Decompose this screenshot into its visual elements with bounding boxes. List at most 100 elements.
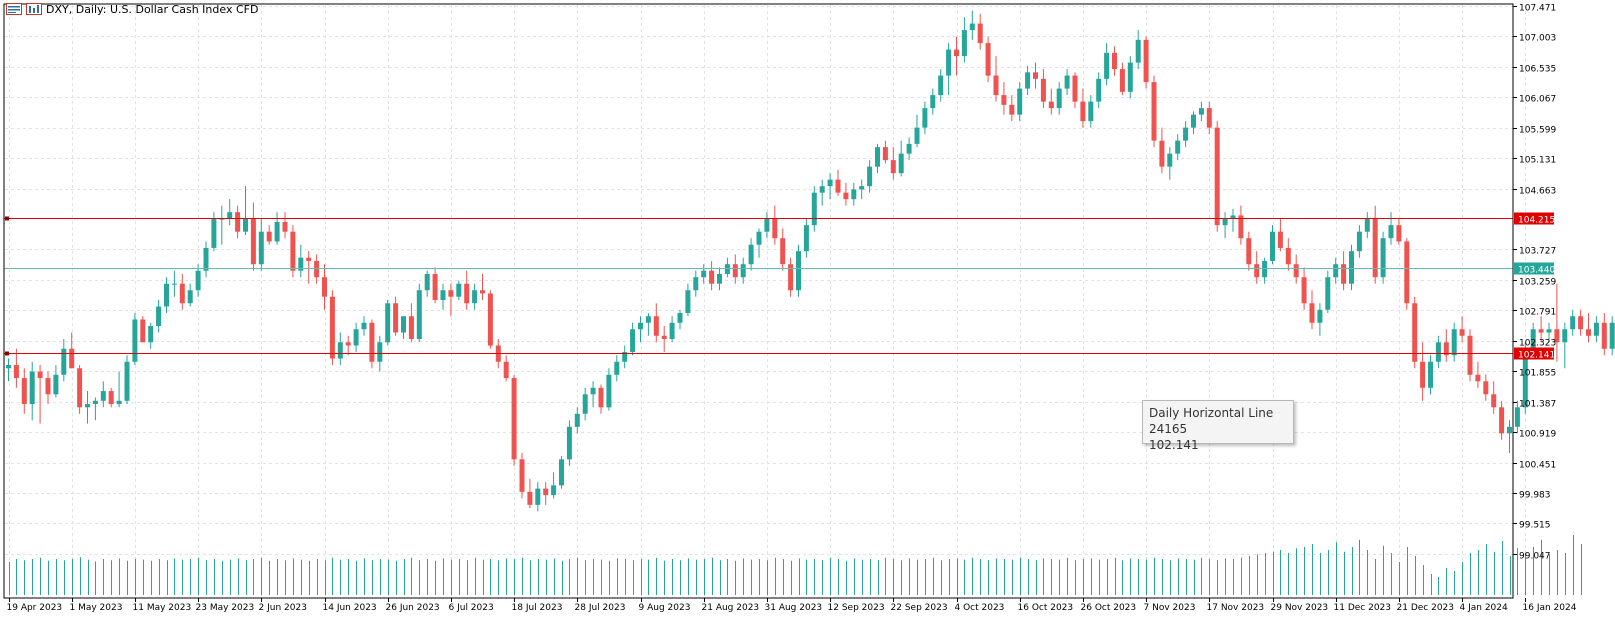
candle-body [140,319,146,343]
candle-body [701,270,707,278]
candle-body [393,303,399,333]
candle-body [116,400,122,405]
x-tick-label: 19 Apr 2023 [7,603,63,613]
bars-icon[interactable] [26,3,42,15]
candle-body [416,290,422,340]
candle-body [1072,75,1078,102]
candle-body [219,218,225,220]
candle-body [796,251,801,291]
candle-body [1341,264,1347,284]
candle-body [756,231,762,245]
candle-body [61,348,67,375]
x-tick-label: 4 Oct 2023 [955,603,1005,613]
candle-body [843,192,849,200]
chart-window-icon[interactable] [6,3,22,15]
horizontal-line-anchor [5,216,9,221]
candle-body [1570,316,1576,330]
candle-body [432,273,438,300]
y-tick-label: 107.003 [1519,34,1556,44]
candle-body [1428,361,1433,388]
candle-body [353,329,359,346]
candle-body [835,179,841,193]
candle-body [487,293,493,346]
candle-body [1309,303,1315,323]
candle-body [1159,140,1165,167]
candle-body [969,23,975,31]
candle-body [306,257,312,261]
candle-body [377,342,383,362]
candle-body [329,296,335,359]
candle-body [1143,39,1149,83]
x-tick-label: 18 Jul 2023 [512,603,563,613]
candle-body [993,75,999,96]
candle-body [1396,225,1402,242]
y-tick-label: 100.919 [1519,430,1556,440]
candle-body [677,312,683,323]
y-tick-label: 107.471 [1519,4,1556,14]
current-price-tag [1514,262,1554,275]
candle-body [551,485,557,496]
candle-body [85,404,90,408]
candle-body [875,147,880,167]
candle-body [661,335,667,340]
horizontal-line-anchor [5,351,9,356]
horizontal-line-price-label: 102.141 [1518,351,1555,361]
candle-body [171,283,177,285]
candle-body [1056,88,1062,109]
candle-body [930,95,936,109]
candle-body [1025,72,1031,89]
candle-body [598,387,604,408]
candle-body [156,306,162,326]
symbol-title: DXY, Daily: U.S. Dollar Cash Index CFD [46,2,259,16]
candle-body [890,160,896,174]
candle-body [1586,329,1591,336]
candle-body [1475,374,1481,382]
x-tick-label: 11 Dec 2023 [1334,603,1392,613]
candle-body [448,290,454,297]
candle-body [693,277,699,291]
candle-body [472,290,478,304]
candle-body [985,43,991,76]
candle-body [898,153,904,174]
horizontal-line-price-tag [1514,212,1554,225]
candle-body [424,273,430,291]
candle-body [1127,62,1133,92]
candle-body [1104,52,1110,79]
candle-body [250,218,256,265]
y-tick-label: 103.727 [1519,247,1556,257]
candle-body [456,283,462,297]
candle-body [1435,342,1441,362]
candle-body [100,391,106,401]
candle-body [1491,394,1497,408]
y-tick-label: 102.791 [1519,308,1556,318]
candle-body [543,488,549,496]
x-tick-label: 4 Jan 2024 [1460,603,1508,613]
candle-body [298,257,304,271]
candle-body [1198,108,1204,115]
x-tick-label: 31 Aug 2023 [765,603,823,613]
candle-body [1522,348,1528,408]
candle-body [1562,329,1568,343]
candle-body [337,342,343,359]
candle-body [1333,264,1339,278]
tooltip-value: 102.141 [1149,438,1199,452]
candle-body [1578,316,1584,330]
candle-body [1420,361,1426,388]
candle-body [1230,215,1236,219]
candle-body [1088,101,1094,122]
horizontal-line-price-tag [1514,347,1554,360]
candle-body [124,361,130,401]
candle-body [1459,329,1465,336]
candle-body [1135,39,1141,63]
horizontal-line-price-label: 104.215 [1518,216,1555,226]
y-tick-label: 101.387 [1519,400,1556,410]
candle-body [914,127,920,144]
candle-body [132,319,138,362]
candle-body [45,378,51,395]
candle-body [717,273,722,284]
candle-body [77,368,83,408]
x-tick-label: 21 Dec 2023 [1397,603,1455,613]
candle-body [582,394,588,414]
candle-body [37,371,43,379]
